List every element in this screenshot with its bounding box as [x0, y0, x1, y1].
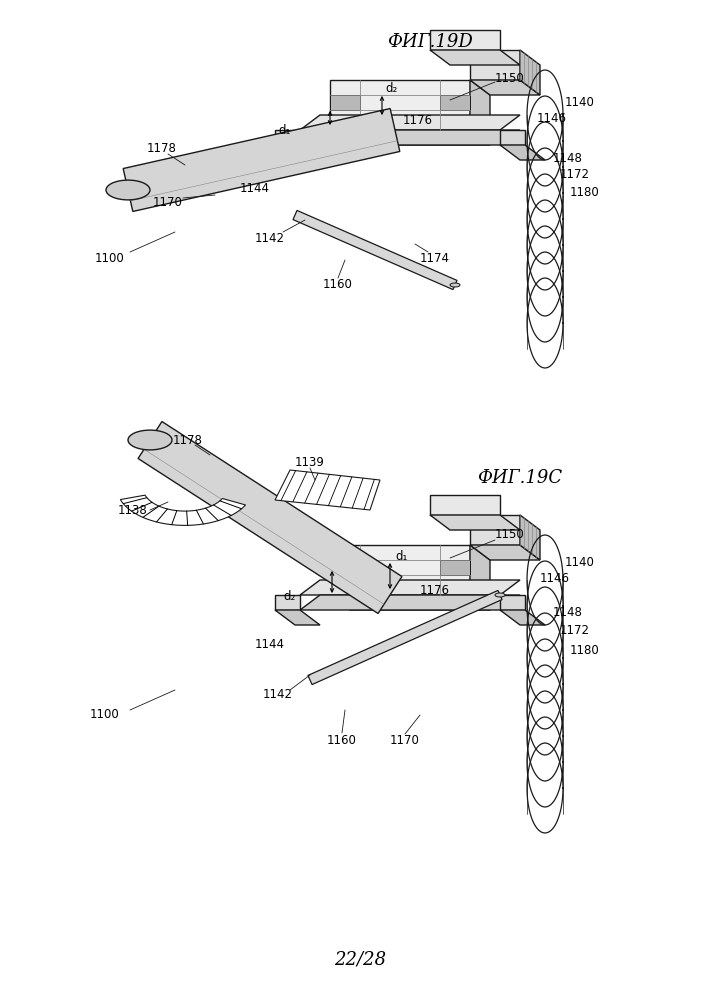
Polygon shape — [120, 496, 246, 525]
Text: 1172: 1172 — [560, 169, 590, 182]
Text: d₂: d₂ — [284, 589, 296, 602]
Polygon shape — [520, 50, 540, 95]
Text: 1170: 1170 — [390, 733, 420, 746]
Ellipse shape — [106, 180, 150, 200]
Polygon shape — [300, 130, 520, 145]
Polygon shape — [440, 560, 470, 575]
Polygon shape — [500, 595, 525, 610]
Text: 1140: 1140 — [565, 97, 595, 110]
Ellipse shape — [450, 283, 460, 287]
Text: 1180: 1180 — [570, 187, 600, 200]
Text: 1148: 1148 — [553, 606, 583, 619]
Text: 1180: 1180 — [570, 643, 600, 656]
Text: 1138: 1138 — [118, 503, 148, 516]
Polygon shape — [430, 495, 500, 515]
Text: 1100: 1100 — [90, 708, 120, 721]
Polygon shape — [500, 610, 545, 625]
Text: 1146: 1146 — [540, 571, 570, 584]
Polygon shape — [300, 595, 520, 610]
Polygon shape — [470, 545, 490, 610]
Text: 1146: 1146 — [537, 112, 567, 125]
Text: 1150: 1150 — [495, 528, 525, 541]
Text: 1178: 1178 — [147, 142, 177, 155]
Polygon shape — [123, 109, 400, 212]
Text: 1139: 1139 — [295, 456, 325, 469]
Text: 1176: 1176 — [403, 114, 433, 127]
Polygon shape — [275, 145, 320, 160]
Text: 1140: 1140 — [565, 555, 595, 568]
Text: 1178: 1178 — [173, 434, 203, 447]
Polygon shape — [470, 50, 520, 80]
Text: 1144: 1144 — [255, 638, 285, 651]
Polygon shape — [300, 580, 520, 595]
Polygon shape — [470, 545, 540, 560]
Text: 1150: 1150 — [495, 72, 525, 85]
Text: 1100: 1100 — [95, 252, 125, 265]
Ellipse shape — [495, 593, 505, 597]
Polygon shape — [293, 211, 457, 290]
Text: d₁: d₁ — [396, 549, 408, 562]
Text: 1160: 1160 — [327, 733, 357, 746]
Text: 22/28: 22/28 — [334, 951, 386, 969]
Polygon shape — [330, 80, 470, 130]
Polygon shape — [275, 470, 380, 510]
Text: ФИГ.19D: ФИГ.19D — [387, 33, 473, 51]
Ellipse shape — [128, 431, 172, 450]
Text: 1170: 1170 — [153, 196, 183, 209]
Text: 1142: 1142 — [255, 232, 285, 245]
Polygon shape — [330, 545, 470, 595]
Polygon shape — [275, 610, 320, 625]
Text: 1172: 1172 — [560, 623, 590, 636]
Text: 1160: 1160 — [323, 279, 353, 292]
Text: ФИГ.19С: ФИГ.19С — [477, 469, 562, 487]
Polygon shape — [470, 515, 520, 545]
Polygon shape — [138, 422, 402, 613]
Polygon shape — [275, 595, 300, 610]
Polygon shape — [470, 80, 490, 145]
Polygon shape — [330, 560, 360, 575]
Polygon shape — [430, 50, 520, 65]
Polygon shape — [430, 30, 500, 50]
Text: d₁: d₁ — [279, 124, 291, 137]
Polygon shape — [330, 130, 490, 145]
Polygon shape — [308, 590, 502, 684]
Polygon shape — [330, 595, 490, 610]
Text: 1142: 1142 — [263, 688, 293, 701]
Polygon shape — [275, 130, 300, 145]
Polygon shape — [500, 130, 525, 145]
Polygon shape — [440, 95, 470, 110]
Text: 1176: 1176 — [420, 583, 450, 596]
Polygon shape — [500, 145, 545, 160]
Text: d₂: d₂ — [386, 82, 398, 95]
Text: 1174: 1174 — [420, 252, 450, 265]
Polygon shape — [330, 95, 360, 110]
Polygon shape — [430, 515, 520, 530]
Polygon shape — [470, 80, 540, 95]
Polygon shape — [300, 115, 520, 130]
Polygon shape — [520, 515, 540, 560]
Text: 1148: 1148 — [553, 152, 583, 165]
Text: 1144: 1144 — [240, 182, 270, 195]
